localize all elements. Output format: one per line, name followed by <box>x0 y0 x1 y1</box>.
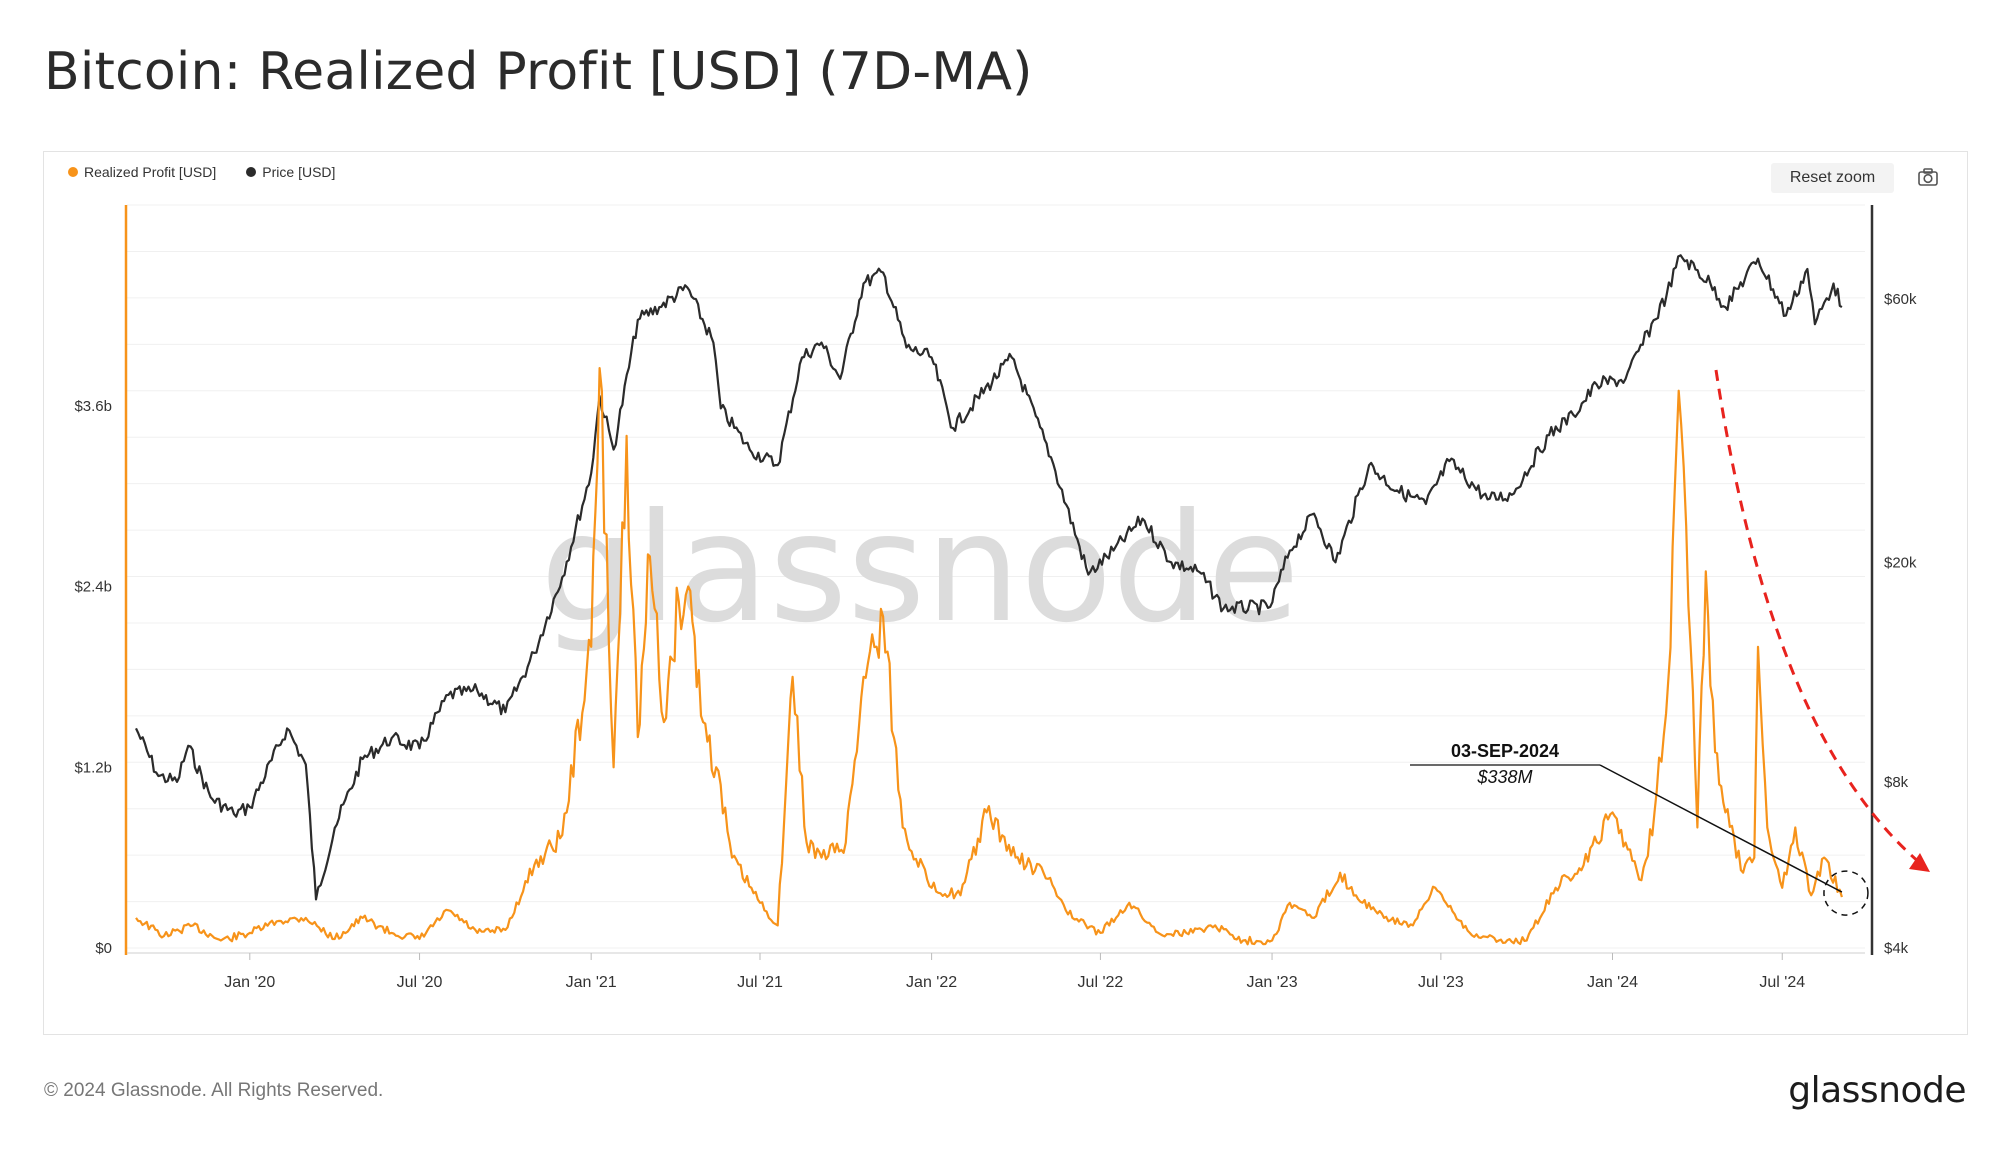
y-right-tick-label: $8k <box>1884 774 1909 791</box>
legend-marker-realized-profit <box>68 167 78 177</box>
y-left-tick-label: $3.6b <box>74 398 112 415</box>
grid-lines <box>127 204 1865 949</box>
annotation-layer: 03-SEP-2024 $338M <box>1410 369 1930 916</box>
y-right-tick-label: $20k <box>1884 554 1917 571</box>
legend-label-realized-profit: Realized Profit [USD] <box>84 164 217 180</box>
axes: $0 $1.2b $2.4b $3.6b $4k $8k $20k $60k Jan '20 Ju… <box>74 205 1917 991</box>
x-tick-label: Jul '24 <box>1759 974 1805 991</box>
annotation-leader-line <box>1599 764 1843 893</box>
y-left-tick-label: $2.4b <box>74 579 112 596</box>
x-tick-label: Jan '23 <box>1247 974 1298 991</box>
annotation-value: $338M <box>1476 767 1532 787</box>
annotation-date: 03-SEP-2024 <box>1451 741 1559 761</box>
trend-arrow-line <box>1714 369 1921 865</box>
legend-item-realized-profit[interactable]: Realized Profit [USD] <box>68 164 216 180</box>
y-right-tick-label: $4k <box>1884 940 1909 957</box>
series-layer <box>135 254 1843 946</box>
legend-label-price: Price [USD] <box>262 164 336 180</box>
y-left-tick-label: $0 <box>95 940 112 957</box>
series-line-realized-profit <box>135 367 1843 946</box>
chart-legend: Realized Profit [USD] Price [USD] <box>68 164 335 180</box>
footer-logo: glassnode <box>1788 1070 1966 1111</box>
x-tick-label: Jan '22 <box>906 974 957 991</box>
x-tick-label: Jul '22 <box>1078 974 1124 991</box>
legend-marker-price <box>246 167 257 177</box>
reset-zoom-button[interactable]: Reset zoom <box>1771 163 1894 193</box>
x-tick-label: Jan '24 <box>1587 974 1638 991</box>
x-tick-label: Jan '21 <box>566 974 617 991</box>
footer-copyright: © 2024 Glassnode. All Rights Reserved. <box>44 1080 384 1101</box>
x-tick-label: Jul '23 <box>1418 974 1464 991</box>
page-title: Bitcoin: Realized Profit [USD] (7D-MA) <box>44 42 1033 102</box>
legend-item-price[interactable]: Price [USD] <box>246 164 335 180</box>
trend-arrow-head <box>1909 853 1930 872</box>
x-tick-label: Jan '20 <box>224 974 275 991</box>
x-tick-label: Jul '20 <box>397 974 443 991</box>
y-left-tick-label: $1.2b <box>74 759 112 776</box>
camera-icon[interactable] <box>1917 167 1939 187</box>
annotation-highlight-circle <box>1823 870 1869 916</box>
series-line-price <box>135 254 1843 901</box>
y-right-tick-label: $60k <box>1884 291 1917 308</box>
x-tick-label: Jul '21 <box>737 974 783 991</box>
